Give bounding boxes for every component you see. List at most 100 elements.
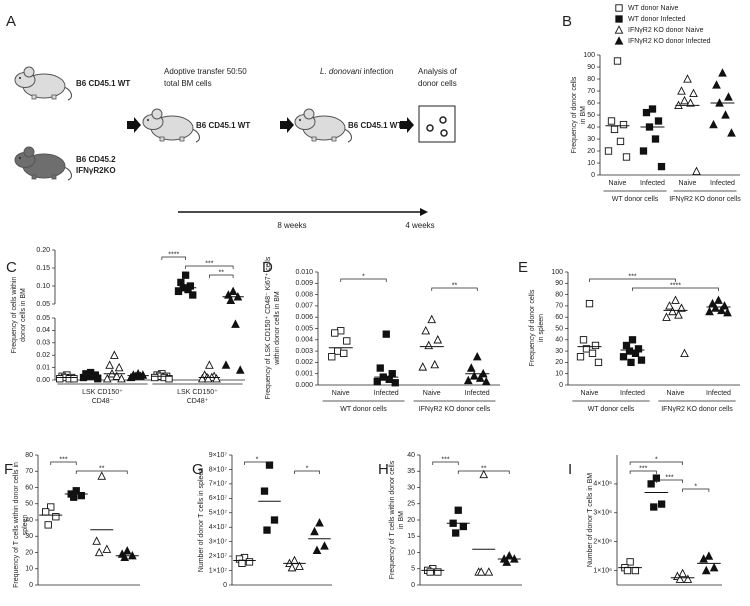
significance-label: *** <box>59 456 67 463</box>
panel-letter: E <box>518 259 528 276</box>
y-tick-label: 0.05 <box>36 301 50 308</box>
mouse-ko <box>14 146 73 181</box>
legend: WT donor Naive WT donor Infected IFNγR2 … <box>628 5 711 45</box>
point <box>328 353 336 361</box>
step-label: total BM cells <box>164 79 212 88</box>
point <box>454 506 462 514</box>
point <box>238 559 246 567</box>
significance-bracket <box>629 470 657 474</box>
step-label: L. donovani infection <box>320 67 393 76</box>
point <box>484 567 494 576</box>
significance-bracket <box>244 461 270 465</box>
point <box>343 337 351 345</box>
point <box>614 36 624 45</box>
y-tick-label: 0.00 <box>36 377 50 384</box>
point <box>610 125 619 134</box>
point <box>721 110 730 119</box>
group-label: CD48⁺ <box>187 398 209 405</box>
point <box>585 299 594 308</box>
recipient-label: B6 CD45.1 WT <box>196 121 250 130</box>
y-tick-label: 20 <box>25 549 33 556</box>
point <box>110 350 119 359</box>
y-tick-label: 0.20 <box>36 247 50 254</box>
point <box>657 162 666 171</box>
point <box>79 373 88 382</box>
significance-label: *** <box>441 456 449 463</box>
point <box>112 371 122 380</box>
y-tick-label: 1×10⁷ <box>209 567 228 574</box>
point <box>105 360 114 369</box>
y-tick-label: 10 <box>587 160 595 167</box>
point <box>165 375 173 383</box>
y-tick-label: 2×10⁷ <box>209 553 228 560</box>
arrow <box>400 117 414 133</box>
y-tick-label: 0 <box>559 382 563 389</box>
y-tick-label: 20 <box>407 517 415 524</box>
x-tick-label: Naive <box>679 180 697 187</box>
significance-bracket <box>431 287 478 291</box>
y-tick-label: 0.004 <box>295 337 313 344</box>
y-axis-label: Frequency of LSK CD150⁺ CD48⁻ Ki67⁺ cell… <box>265 256 272 399</box>
y-tick-label: 6×10⁷ <box>209 495 228 502</box>
y-tick-label: 0.008 <box>295 291 313 298</box>
point <box>373 377 381 386</box>
point <box>579 336 588 344</box>
point <box>627 358 635 367</box>
y-axis-label: within donor cells in BM <box>274 291 281 366</box>
y-tick-label: 3×10⁶ <box>593 510 612 517</box>
y-tick-label: 90 <box>587 64 595 71</box>
point <box>469 371 479 380</box>
y-tick-label: 1×10⁶ <box>593 567 612 574</box>
significance-bracket <box>75 470 128 474</box>
significance-bracket <box>161 256 186 260</box>
point <box>476 567 486 576</box>
y-tick-label: 30 <box>25 533 33 540</box>
y-tick-label: 80 <box>555 291 563 298</box>
significance-bracket <box>632 287 719 291</box>
significance-label: ** <box>219 269 225 276</box>
y-tick-label: 4×10⁷ <box>209 524 228 531</box>
schematic: A B6 CD45.1 WT B6 CD45.2 IFNγR2KO Adopti… <box>6 13 457 230</box>
y-tick-label: 0.003 <box>295 348 313 355</box>
y-tick-label: 40 <box>407 452 415 459</box>
point <box>221 360 231 369</box>
arrow <box>127 117 141 133</box>
point <box>680 348 689 358</box>
point <box>674 310 683 319</box>
y-tick-label: 40 <box>25 517 33 524</box>
point <box>665 301 674 310</box>
point <box>709 119 718 129</box>
point <box>502 557 512 566</box>
y-tick-label: 30 <box>555 348 563 355</box>
point <box>459 522 467 531</box>
point <box>231 319 240 328</box>
legend-label: WT donor Infected <box>628 16 686 23</box>
point <box>337 327 345 335</box>
x-tick-label: Naive <box>332 390 350 397</box>
y-tick-label: 25 <box>407 501 415 508</box>
y-tick-label: 15 <box>407 533 415 540</box>
y-tick-label: 7×10⁷ <box>209 481 228 488</box>
point <box>677 86 686 95</box>
step-label: Adoptive transfer 50:50 <box>164 67 247 76</box>
point <box>434 568 442 576</box>
arrow <box>280 117 294 133</box>
significance-bracket <box>50 461 77 465</box>
point <box>203 373 213 383</box>
point <box>340 349 348 358</box>
point <box>683 74 692 83</box>
point <box>52 513 60 521</box>
significance-label: * <box>256 456 259 463</box>
point <box>686 98 695 107</box>
group-label: IFNγR2 KO donor cells <box>419 406 491 413</box>
point <box>718 68 727 77</box>
point <box>94 547 104 557</box>
point <box>582 345 591 353</box>
point <box>205 360 214 369</box>
point <box>709 562 719 572</box>
y-tick-label: 50 <box>25 501 33 508</box>
point <box>613 57 622 65</box>
x-tick-label: Naive <box>667 390 685 397</box>
donor-label: IFNγR2KO <box>76 166 116 175</box>
point <box>290 555 299 565</box>
